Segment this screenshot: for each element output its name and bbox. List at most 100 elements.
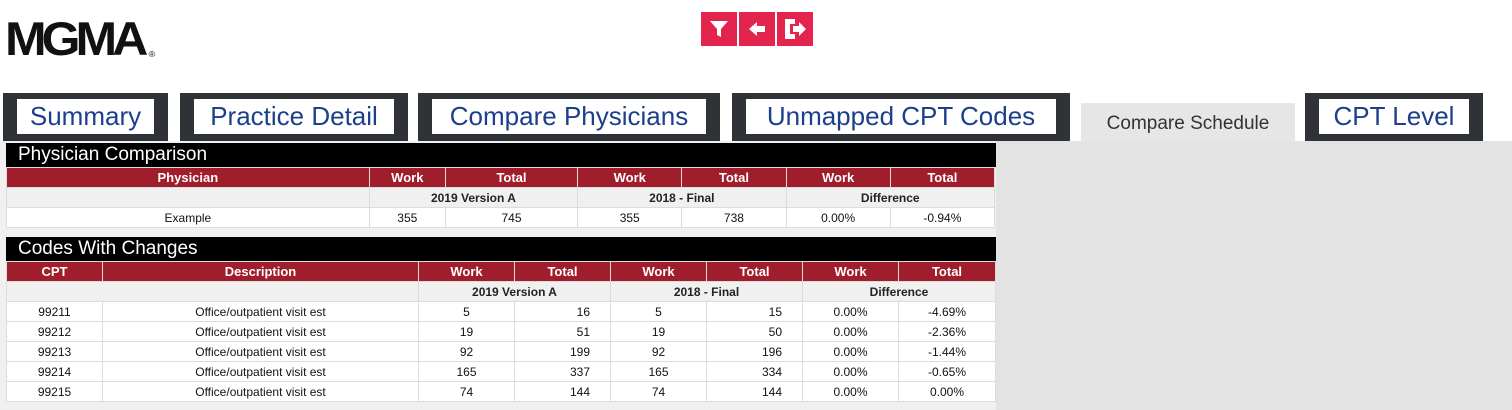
group-header-blank: [6, 187, 370, 208]
cell: -4.69%: [898, 301, 996, 322]
cell: 165: [418, 361, 515, 382]
cell: 16: [514, 301, 611, 322]
tab-label: Summary: [17, 99, 154, 134]
cell: 92: [418, 341, 515, 362]
cell: 355: [368, 207, 446, 228]
empty-panel: [996, 141, 1512, 410]
tab-unmapped-cpt-codes[interactable]: Unmapped CPT Codes: [732, 93, 1070, 141]
group-header-blank: [6, 281, 419, 302]
description: Office/outpatient visit est: [102, 301, 419, 322]
back-button[interactable]: [739, 12, 775, 46]
group-header: 2018 - Final: [577, 187, 787, 208]
column-header: Total: [706, 261, 803, 282]
exit-button[interactable]: [777, 12, 813, 46]
cell: 0.00%: [802, 301, 899, 322]
cell: 5: [418, 301, 515, 322]
column-header: Description: [102, 261, 419, 282]
cell: 15: [706, 301, 803, 322]
tab-label: Unmapped CPT Codes: [746, 99, 1056, 134]
column-header: Work: [610, 261, 707, 282]
table-row: Example 355 745 355 738 0.00% -0.94%: [6, 207, 996, 228]
group-header: 2018 - Final: [610, 281, 803, 302]
column-header: Work: [368, 167, 446, 188]
cell: 51: [514, 321, 611, 342]
group-header: 2019 Version A: [368, 187, 579, 208]
cell: 745: [444, 207, 579, 228]
cell: 0.00%: [785, 207, 891, 228]
physician-comparison-title: Physician Comparison: [6, 143, 996, 167]
cell: 5: [610, 301, 707, 322]
tab-label: CPT Level: [1319, 99, 1469, 134]
cell: 50: [706, 321, 803, 342]
cell: 199: [514, 341, 611, 362]
cell: 19: [418, 321, 515, 342]
column-header: Total: [898, 261, 996, 282]
cell: 92: [610, 341, 707, 362]
cell: 0.00%: [802, 321, 899, 342]
column-header: Work: [418, 261, 515, 282]
cpt-code: 99214: [6, 361, 103, 382]
group-header: Difference: [802, 281, 996, 302]
physician-name: Example: [6, 207, 370, 228]
table-header-row: CPT Description Work Total Work Total Wo…: [6, 261, 996, 282]
table-header-row: Physician Work Total Work Total Work Tot…: [6, 167, 996, 188]
tab-compare-schedule[interactable]: Compare Schedule: [1081, 103, 1295, 141]
tab-summary[interactable]: Summary: [3, 93, 168, 141]
cpt-code: 99212: [6, 321, 103, 342]
table-row: 99212 Office/outpatient visit est 19 51 …: [6, 321, 996, 342]
cell: 0.00%: [898, 381, 996, 402]
table-row: 99213 Office/outpatient visit est 92 199…: [6, 341, 996, 362]
column-header: Total: [681, 167, 787, 188]
cpt-code: 99215: [6, 381, 103, 402]
toolbar: [701, 12, 813, 46]
column-header: Total: [889, 167, 996, 188]
tab-cpt-level[interactable]: CPT Level: [1305, 93, 1483, 141]
description: Office/outpatient visit est: [102, 341, 419, 362]
cell: 196: [706, 341, 803, 362]
cell: 165: [610, 361, 707, 382]
cell: 74: [610, 381, 707, 402]
table-row: 99215 Office/outpatient visit est 74 144…: [6, 381, 996, 402]
codes-with-changes-table: CPT Description Work Total Work Total Wo…: [6, 261, 996, 402]
description: Office/outpatient visit est: [102, 321, 419, 342]
column-header: Work: [577, 167, 683, 188]
description: Office/outpatient visit est: [102, 381, 419, 402]
tab-label: Practice Detail: [194, 99, 394, 134]
column-header: Work: [802, 261, 899, 282]
tab-label: Compare Schedule: [1106, 113, 1270, 134]
cell: 19: [610, 321, 707, 342]
cell: -0.65%: [898, 361, 996, 382]
group-header: Difference: [785, 187, 996, 208]
cell: -1.44%: [898, 341, 996, 362]
cell: 337: [514, 361, 611, 382]
filter-button[interactable]: [701, 12, 737, 46]
group-header: 2019 Version A: [418, 281, 611, 302]
tab-label: Compare Physicians: [432, 99, 706, 134]
filter-icon: [710, 21, 728, 37]
exit-icon: [785, 19, 806, 39]
group-header-row: 2019 Version A 2018 - Final Difference: [6, 281, 996, 302]
tab-practice-detail[interactable]: Practice Detail: [180, 93, 408, 141]
codes-with-changes-title: Codes With Changes: [6, 237, 996, 261]
mgma-logo: MGMA ®: [5, 12, 156, 66]
description: Office/outpatient visit est: [102, 361, 419, 382]
cell: -2.36%: [898, 321, 996, 342]
cell: 0.00%: [802, 381, 899, 402]
cell: 74: [418, 381, 515, 402]
column-header: Total: [444, 167, 579, 188]
cell: 144: [514, 381, 611, 402]
cell: -0.94%: [889, 207, 996, 228]
cell: 334: [706, 361, 803, 382]
column-header: Physician: [6, 167, 370, 188]
cell: 0.00%: [802, 341, 899, 362]
cpt-code: 99211: [6, 301, 103, 322]
registered-mark: ®: [148, 49, 156, 59]
tab-compare-physicians[interactable]: Compare Physicians: [418, 93, 720, 141]
cell: 738: [681, 207, 787, 228]
cpt-code: 99213: [6, 341, 103, 362]
cell: 355: [577, 207, 683, 228]
back-arrow-icon: [749, 22, 765, 36]
table-row: 99214 Office/outpatient visit est 165 33…: [6, 361, 996, 382]
column-header: Work: [785, 167, 891, 188]
column-header: CPT: [6, 261, 103, 282]
